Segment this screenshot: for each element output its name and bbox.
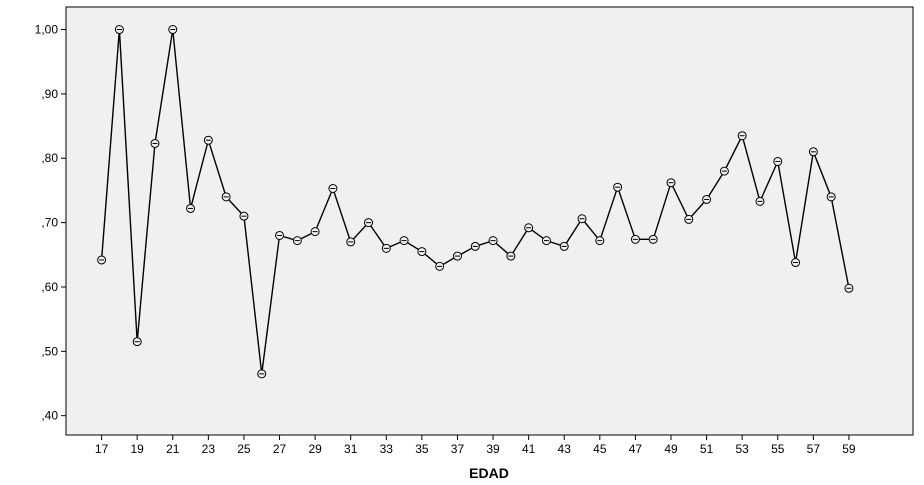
- y-tick-label: ,60: [41, 280, 58, 294]
- data-point: [186, 203, 196, 213]
- y-tick-label: 1,00: [35, 23, 59, 37]
- x-tick-label: 57: [807, 442, 821, 456]
- data-point: [239, 211, 249, 221]
- x-tick-label: 59: [842, 442, 856, 456]
- x-axis-title: EDAD: [469, 465, 509, 481]
- data-point: [470, 241, 480, 251]
- x-tick-label: 45: [593, 442, 607, 456]
- data-point: [257, 369, 267, 379]
- data-point: [452, 251, 462, 261]
- x-tick-label: 43: [558, 442, 572, 456]
- data-point: [577, 214, 587, 224]
- data-point: [808, 147, 818, 157]
- data-point: [97, 255, 107, 265]
- data-point: [524, 223, 534, 233]
- x-tick-label: 53: [735, 442, 749, 456]
- data-point: [114, 25, 124, 35]
- data-point: [702, 194, 712, 204]
- data-point: [755, 196, 765, 206]
- x-tick-label: 39: [486, 442, 500, 456]
- x-tick-label: 51: [700, 442, 714, 456]
- x-tick-label: 35: [415, 442, 429, 456]
- data-point: [613, 182, 623, 192]
- x-tick-label: 27: [273, 442, 287, 456]
- data-point: [292, 236, 302, 246]
- data-point: [168, 25, 178, 35]
- data-point: [666, 178, 676, 188]
- data-point: [844, 283, 854, 293]
- x-tick-label: 49: [664, 442, 678, 456]
- data-point: [435, 261, 445, 271]
- x-tick-label: 55: [771, 442, 785, 456]
- data-point: [648, 234, 658, 244]
- x-tick-label: 29: [308, 442, 322, 456]
- data-point: [737, 131, 747, 141]
- data-point: [346, 237, 356, 247]
- data-point: [791, 258, 801, 268]
- data-point: [150, 138, 160, 148]
- y-tick-label: ,50: [41, 344, 58, 358]
- y-axis-ticks: ,40 ,50 ,60 ,70 ,80 ,90 1,00: [35, 23, 66, 423]
- y-tick-label: ,40: [41, 409, 58, 423]
- data-point: [826, 192, 836, 202]
- data-point: [541, 236, 551, 246]
- data-point: [630, 234, 640, 244]
- y-tick-label: ,90: [41, 87, 58, 101]
- x-tick-label: 41: [522, 442, 536, 456]
- data-point: [684, 214, 694, 224]
- x-tick-label: 21: [166, 442, 180, 456]
- data-point: [221, 192, 231, 202]
- data-point: [381, 243, 391, 253]
- x-tick-label: 47: [629, 442, 643, 456]
- data-point: [203, 135, 213, 145]
- y-tick-label: ,80: [41, 151, 58, 165]
- x-tick-label: 31: [344, 442, 358, 456]
- data-point: [275, 230, 285, 240]
- data-point: [364, 218, 373, 228]
- data-point: [399, 236, 409, 246]
- data-point: [773, 156, 783, 166]
- data-point: [488, 236, 498, 246]
- x-tick-label: 19: [130, 442, 144, 456]
- data-point: [719, 166, 729, 176]
- x-tick-label: 23: [202, 442, 216, 456]
- series-points: [97, 25, 854, 379]
- x-axis-ticks: 17 19 21 23 25 27 29 31 33 35 37 39 41 43 45 47 49 51 53 55…: [95, 435, 856, 456]
- data-point: [506, 251, 516, 261]
- data-point: [310, 227, 320, 237]
- x-tick-label: 33: [380, 442, 394, 456]
- x-tick-label: 37: [451, 442, 465, 456]
- data-point: [417, 247, 427, 257]
- plot-area: [65, 6, 914, 436]
- y-tick-label: ,70: [41, 216, 58, 230]
- x-tick-label: 25: [237, 442, 251, 456]
- data-point: [559, 241, 569, 251]
- data-point: [328, 183, 338, 193]
- data-point: [595, 236, 605, 246]
- x-tick-label: 17: [95, 442, 109, 456]
- data-point: [132, 337, 142, 347]
